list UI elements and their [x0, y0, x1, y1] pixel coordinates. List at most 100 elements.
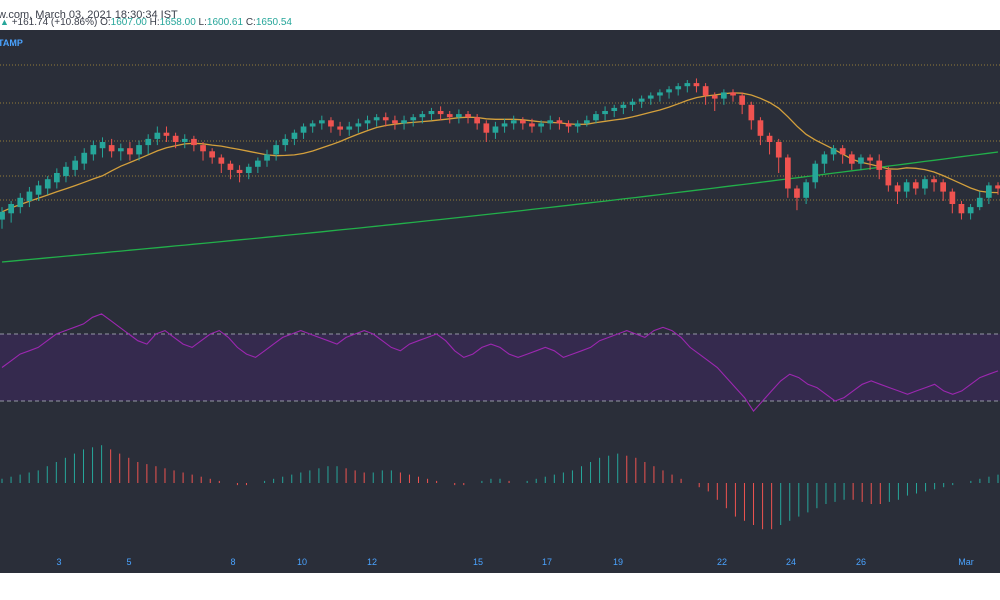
candle-body: [99, 142, 106, 149]
low-label: L:: [198, 17, 207, 28]
candle-body: [876, 160, 883, 170]
candle-body: [839, 148, 846, 155]
candle-body: [392, 120, 398, 124]
candle-body: [209, 151, 215, 158]
candle-body: [766, 135, 773, 142]
candle-body: [200, 145, 206, 152]
long-moving-average-line: [1, 151, 999, 263]
candle-body: [995, 185, 1000, 189]
candle-body: [81, 152, 88, 164]
candle-body: [44, 179, 51, 189]
candle-body: [181, 138, 188, 142]
candle-body: [867, 157, 873, 161]
candle-body: [958, 204, 965, 214]
x-tick-label: 26: [856, 557, 866, 567]
candle-body: [382, 117, 389, 121]
candle-body: [849, 154, 855, 164]
candle-body: [483, 123, 490, 133]
x-tick-label: 5: [126, 557, 131, 567]
candle-body: [620, 104, 627, 108]
candle-body: [35, 185, 42, 195]
candle-body: [894, 185, 901, 192]
candle-body: [465, 114, 471, 118]
candle-body: [638, 98, 645, 102]
candle-body: [373, 117, 380, 121]
candle-body: [538, 123, 544, 127]
candle-body: [108, 145, 115, 152]
bottom-bar: [0, 573, 1000, 600]
candle-body: [976, 197, 983, 208]
chart-svg[interactable]: 3 5 8 10 12 15 17 19 22 24 26 Mar: [0, 30, 1000, 573]
x-tick-label: 10: [297, 557, 307, 567]
candle-body: [574, 123, 581, 127]
candle-body: [328, 120, 334, 127]
candle-body: [949, 191, 956, 204]
candle-body: [337, 126, 343, 130]
candle-body: [319, 120, 325, 124]
candle-body: [309, 123, 316, 127]
x-tick-label: 3: [56, 557, 61, 567]
candle-body: [611, 107, 618, 111]
oscillator-band: [0, 334, 1000, 401]
candle-body: [492, 126, 499, 133]
candle-body: [236, 169, 243, 173]
candle-body: [821, 154, 828, 164]
x-tick-label: 17: [542, 557, 552, 567]
candle-body: [565, 123, 572, 127]
x-tick-label: 8: [230, 557, 235, 567]
candle-body: [931, 179, 937, 183]
candle-body: [748, 104, 755, 121]
candle-body: [684, 83, 691, 87]
short-moving-average-line: [1, 92, 999, 213]
oscillator-line: [1, 313, 999, 412]
candle-body: [127, 148, 133, 155]
candle-body: [510, 120, 517, 124]
candle-body: [364, 120, 371, 124]
candle-body: [145, 138, 152, 146]
candle-body: [428, 111, 435, 115]
candle-body: [273, 145, 279, 155]
candle-body: [501, 123, 508, 127]
candle-body: [912, 182, 919, 189]
ohlc-row: ▲ +161.74 (+10.86%) O:1607.00 H:1658.00 …: [0, 17, 292, 28]
candle-body: [602, 111, 608, 115]
candle-body: [410, 117, 417, 121]
chart-area[interactable]: 3 5 8 10 12 15 17 19 22 24 26 Mar: [0, 30, 1000, 573]
candle-body: [647, 95, 654, 99]
high-value: 1658.00: [159, 17, 196, 28]
candle-body: [8, 204, 14, 214]
candle-body: [346, 126, 353, 130]
chart-source: w.com, March 03, 2021 18:30:34 IST: [0, 9, 178, 21]
candle-body: [940, 182, 946, 192]
candle-body: [154, 132, 161, 139]
candle-body: [191, 138, 197, 146]
candle-body: [218, 157, 225, 164]
candle-body: [803, 182, 809, 198]
candle-body: [711, 95, 718, 99]
candle-body: [593, 114, 599, 121]
candle-body: [355, 123, 362, 127]
candle-body: [730, 92, 736, 96]
candle-body: [163, 132, 170, 136]
candle-body: [702, 86, 709, 96]
candle-body: [172, 135, 179, 142]
candle-body: [757, 120, 764, 136]
candle-body: [629, 101, 636, 105]
candle-body: [529, 123, 535, 127]
header-bar: w.com, March 03, 2021 18:30:34 IST ▲ +16…: [0, 0, 1000, 30]
candle-body: [456, 114, 462, 118]
candle-body: [255, 160, 261, 167]
candle-body: [291, 132, 298, 139]
candle-body: [520, 120, 526, 124]
candle-body: [666, 89, 672, 93]
x-tick-label: 22: [717, 557, 727, 567]
candle-body: [739, 95, 745, 105]
candle-body: [0, 211, 5, 220]
candle-body: [54, 173, 60, 183]
candle-body: [903, 182, 910, 192]
open-label: O:: [100, 17, 111, 28]
low-value: 1600.61: [206, 17, 244, 28]
candle-body: [812, 163, 819, 183]
x-tick-label: 24: [786, 557, 796, 567]
candle-body: [474, 117, 480, 124]
